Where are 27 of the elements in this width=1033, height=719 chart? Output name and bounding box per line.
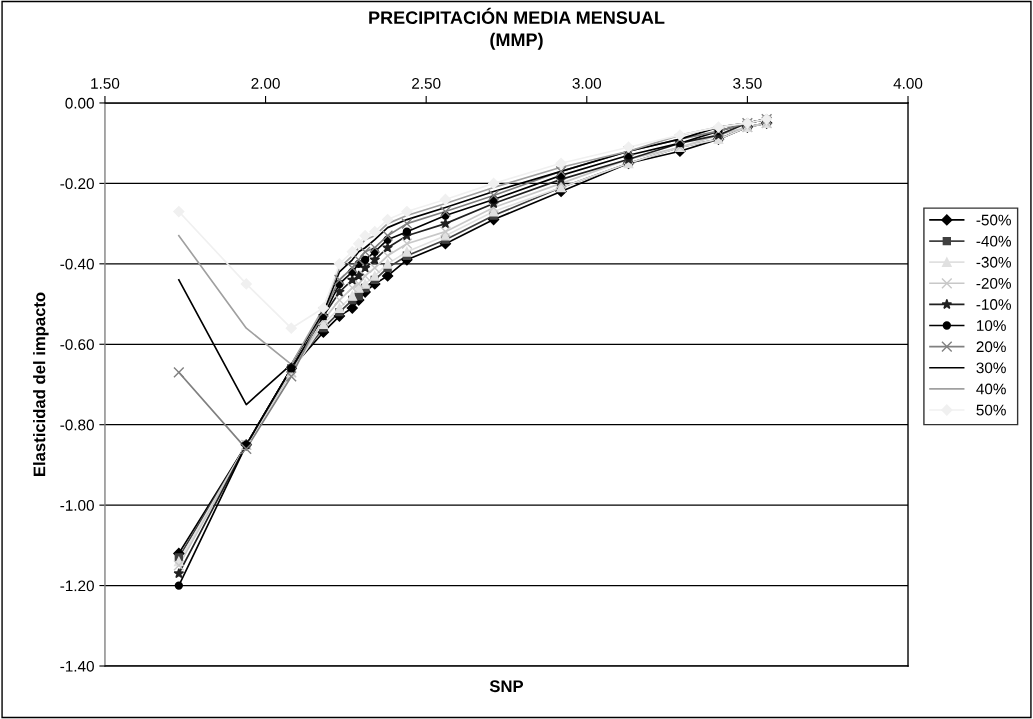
y-tick-label: 0.00 bbox=[65, 97, 94, 109]
legend-label: 50% bbox=[976, 404, 1006, 416]
y-tick-label: -1.20 bbox=[60, 580, 94, 592]
y-tick-label: -0.80 bbox=[60, 419, 94, 431]
legend-label: -20% bbox=[976, 277, 1011, 289]
y-tick-label: -0.20 bbox=[60, 178, 94, 190]
y-tick-label: -0.60 bbox=[60, 339, 94, 350]
legend-label: 40% bbox=[976, 383, 1006, 395]
legend-label: 30% bbox=[976, 362, 1006, 374]
y-tick-label: -1.00 bbox=[60, 500, 94, 511]
y-tick-label: -0.40 bbox=[60, 258, 94, 270]
x-axis-title: SNP bbox=[489, 680, 524, 693]
legend-label: -10% bbox=[976, 299, 1011, 310]
y-axis-title: Elasticidad del impacto bbox=[33, 292, 49, 476]
x-tick-label: 4.00 bbox=[893, 78, 923, 89]
legend-label: 10% bbox=[977, 320, 1006, 332]
x-tick-label: 3.00 bbox=[572, 78, 602, 89]
legend-label: -30% bbox=[976, 256, 1011, 268]
y-tick-label: -1.40 bbox=[60, 660, 94, 672]
legend-label: 20% bbox=[976, 341, 1006, 353]
legend-label: -50% bbox=[976, 214, 1011, 226]
x-tick-label: 2.50 bbox=[412, 78, 441, 89]
chart-title: PRECIPITACIÓN MEDIA MENSUAL (MMP) bbox=[369, 7, 665, 50]
x-tick-label: 1.50 bbox=[91, 78, 120, 89]
x-tick-label: 3.50 bbox=[733, 78, 762, 89]
x-tick-label: 2.00 bbox=[251, 78, 280, 89]
legend-label: -40% bbox=[976, 235, 1011, 247]
